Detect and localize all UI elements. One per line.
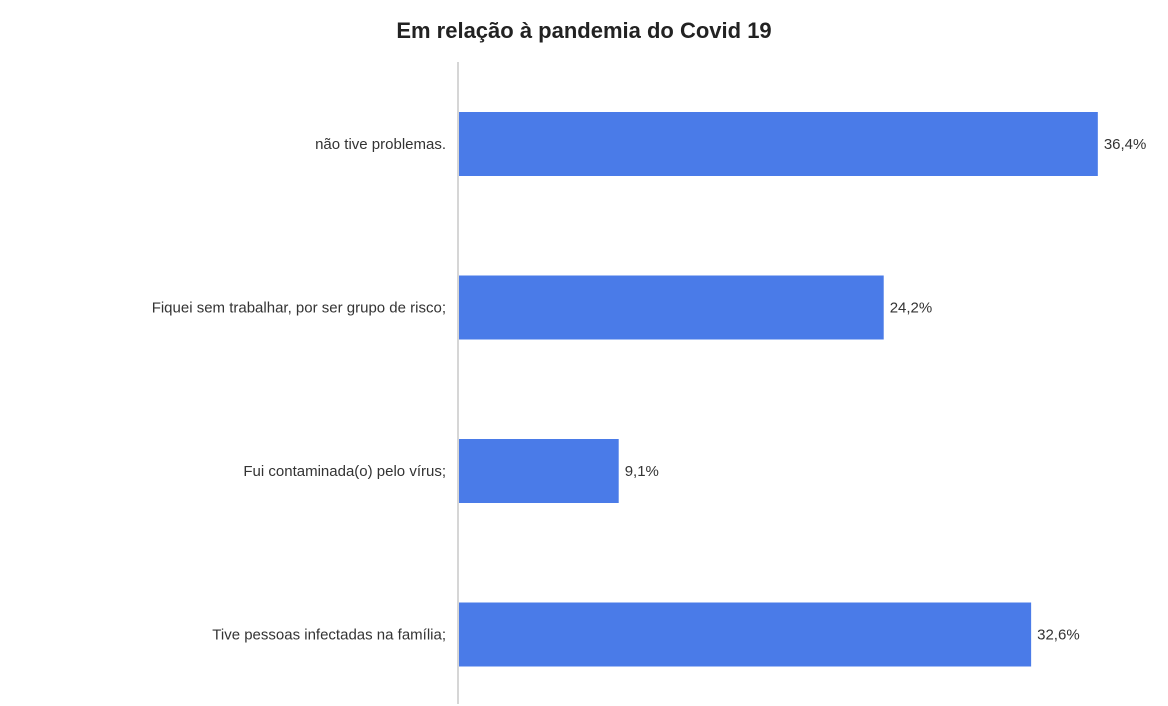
category-label: Fui contaminada(o) pelo vírus; (243, 463, 446, 480)
data-label: 24,2% (890, 300, 933, 317)
chart-title: Em relação à pandemia do Covid 19 (396, 18, 771, 43)
data-labels-group: 36,4% 24,2% 9,1% 32,6% (625, 136, 1147, 644)
category-label: Tive pessoas infectadas na família; (212, 627, 446, 644)
bar (459, 602, 1032, 667)
bar (459, 112, 1098, 176)
bar (459, 439, 619, 503)
data-label: 32,6% (1037, 627, 1080, 644)
data-label: 9,1% (625, 463, 659, 480)
category-labels-group: não tive problemas. Fiquei sem trabalhar,… (152, 136, 446, 644)
data-label: 36,4% (1104, 136, 1147, 153)
category-label: Fiquei sem trabalhar, por ser grupo de r… (152, 300, 446, 317)
category-label: não tive problemas. (315, 136, 446, 153)
bar (459, 275, 884, 340)
bars-group (459, 112, 1098, 667)
